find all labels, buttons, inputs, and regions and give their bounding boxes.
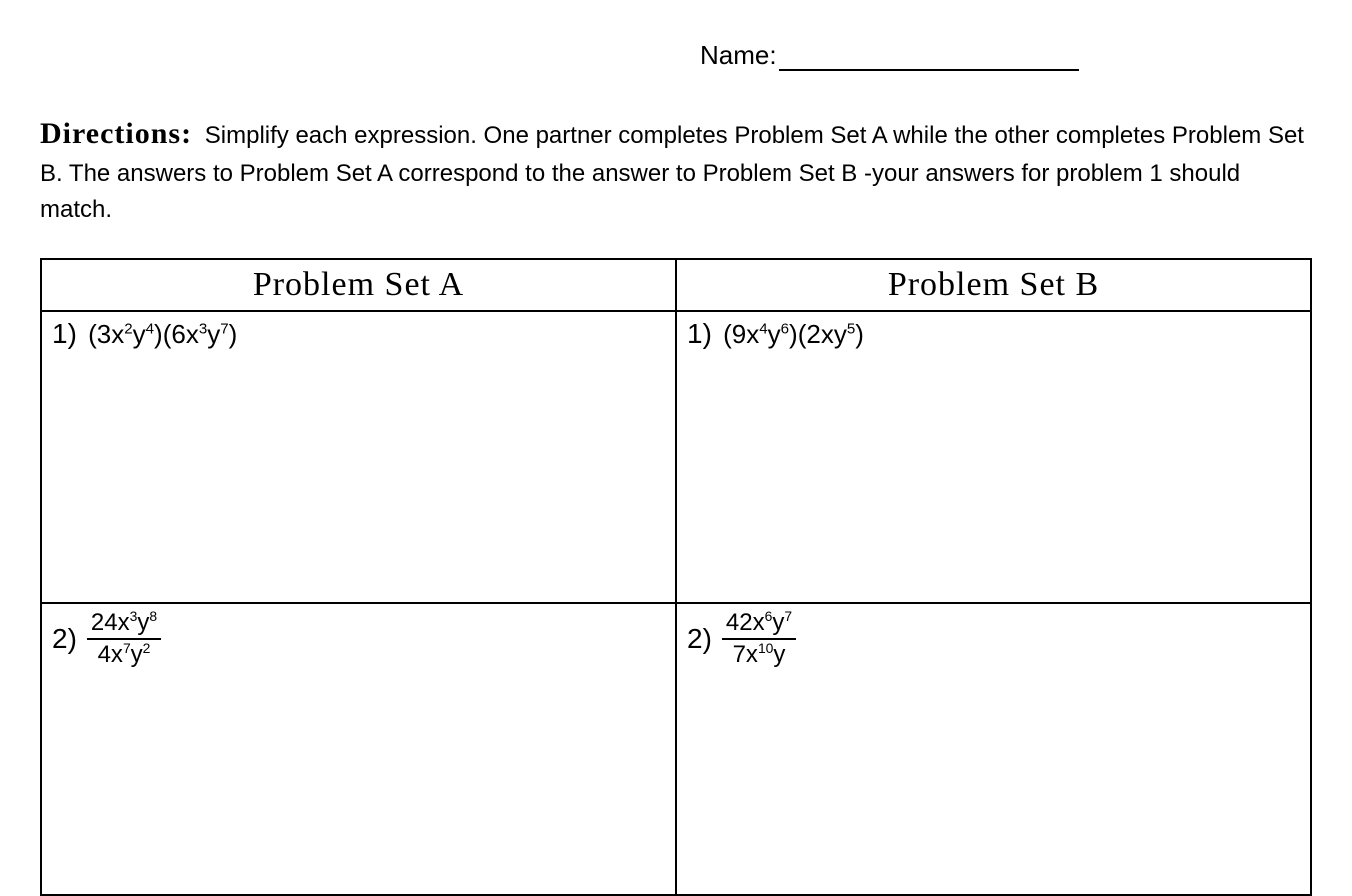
name-row: Name: [40, 40, 1312, 71]
problem-number: 1) [52, 318, 77, 349]
table-row: 1) (3x2y4)(6x3y7) 1) (9x4y6)(2xy5) [41, 311, 1311, 603]
problem-number: 2) [687, 623, 712, 655]
fraction-b2: 42x6y7 7x10y [722, 610, 796, 669]
cell-a1: 1) (3x2y4)(6x3y7) [41, 311, 676, 603]
numerator: 24x3y8 [87, 610, 161, 640]
denominator: 7x10y [722, 640, 796, 668]
cell-a2: 2) 24x3y8 4x7y2 [41, 603, 676, 895]
expression-b1: (9x4y6)(2xy5) [723, 319, 864, 349]
name-blank-line[interactable] [779, 42, 1079, 71]
denominator: 4x7y2 [87, 640, 161, 668]
table-row: 2) 24x3y8 4x7y2 2) 42x6y7 [41, 603, 1311, 895]
problem-number: 1) [687, 318, 712, 349]
directions-block: Directions: Simplify each expression. On… [40, 111, 1312, 228]
cell-b2: 2) 42x6y7 7x10y [676, 603, 1311, 895]
col-b-header: Problem Set B [676, 259, 1311, 311]
name-label: Name: [700, 40, 777, 70]
worksheet-page: Name: Directions: Simplify each expressi… [0, 0, 1352, 882]
directions-label: Directions: [40, 117, 192, 150]
expression-a1: (3x2y4)(6x3y7) [88, 319, 237, 349]
col-a-header: Problem Set A [41, 259, 676, 311]
directions-text: Simplify each expression. One partner co… [40, 122, 1304, 223]
problem-table: Problem Set A Problem Set B 1) (3x2y4)(6… [40, 258, 1312, 896]
numerator: 42x6y7 [722, 610, 796, 640]
cell-b1: 1) (9x4y6)(2xy5) [676, 311, 1311, 603]
problem-number: 2) [52, 623, 77, 655]
fraction-a2: 24x3y8 4x7y2 [87, 610, 161, 669]
